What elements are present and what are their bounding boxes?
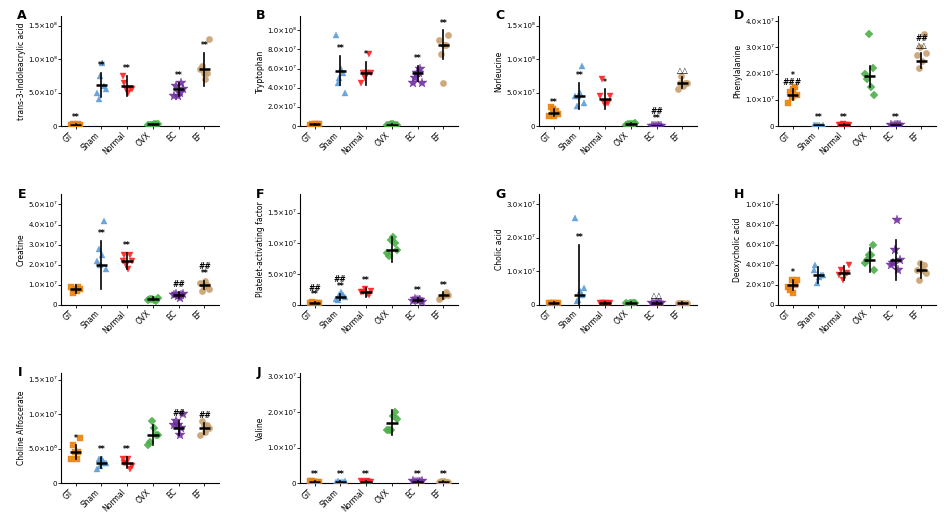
Text: *: * xyxy=(790,268,794,277)
Y-axis label: Platelet-activating factor: Platelet-activating factor xyxy=(255,202,264,297)
Text: ###: ### xyxy=(783,78,801,87)
Text: **: ** xyxy=(439,19,447,28)
Text: **: ** xyxy=(891,113,899,122)
Text: **: ** xyxy=(336,470,344,478)
Text: **: ** xyxy=(336,45,344,54)
Text: **: ** xyxy=(123,446,131,455)
Y-axis label: Tryptophan: Tryptophan xyxy=(255,49,264,92)
Text: F: F xyxy=(256,188,264,201)
Y-axis label: trans-3-Indoleacrylic acid: trans-3-Indoleacrylic acid xyxy=(17,22,25,120)
Text: **: ** xyxy=(652,114,660,123)
Y-axis label: Phenylalanine: Phenylalanine xyxy=(733,44,742,98)
Text: C: C xyxy=(495,10,504,22)
Text: I: I xyxy=(17,366,22,379)
Y-axis label: Choline Alfoscerate: Choline Alfoscerate xyxy=(17,391,25,465)
Text: **: ** xyxy=(97,229,105,238)
Text: **: ** xyxy=(123,64,131,73)
Text: **: ** xyxy=(72,113,79,122)
Text: **: ** xyxy=(362,276,370,285)
Text: **: ** xyxy=(413,470,421,478)
Text: **: ** xyxy=(200,269,208,278)
Text: **: ** xyxy=(336,282,344,291)
Text: E: E xyxy=(17,188,25,201)
Text: **: ** xyxy=(439,281,447,290)
Y-axis label: Norleucine: Norleucine xyxy=(494,50,503,92)
Text: **: ** xyxy=(814,113,821,122)
Y-axis label: Cholic acid: Cholic acid xyxy=(494,229,503,270)
Text: J: J xyxy=(256,366,261,379)
Text: G: G xyxy=(495,188,505,201)
Y-axis label: Deoxycholic acid: Deoxycholic acid xyxy=(733,217,742,282)
Text: △△: △△ xyxy=(650,290,662,299)
Text: ##: ## xyxy=(172,280,185,289)
Text: ##: ## xyxy=(172,409,185,418)
Y-axis label: Creatine: Creatine xyxy=(17,233,25,266)
Text: A: A xyxy=(17,10,27,22)
Text: ##: ## xyxy=(308,284,321,293)
Text: *: * xyxy=(790,71,794,80)
Text: *: * xyxy=(602,78,606,87)
Text: **: ** xyxy=(123,241,131,250)
Text: *: * xyxy=(363,50,367,59)
Y-axis label: Valine: Valine xyxy=(255,416,264,440)
Text: **: ** xyxy=(97,446,105,455)
Text: **: ** xyxy=(575,233,582,242)
Text: **: ** xyxy=(97,61,105,70)
Text: **: ** xyxy=(362,470,370,478)
Text: **: ** xyxy=(549,98,557,107)
Text: △△: △△ xyxy=(676,66,687,75)
Text: **: ** xyxy=(413,286,421,295)
Text: B: B xyxy=(256,10,265,22)
Text: ##: ## xyxy=(649,107,663,116)
Text: D: D xyxy=(733,10,744,22)
Text: ##: ## xyxy=(198,411,211,420)
Text: **: ** xyxy=(311,470,318,478)
Text: ##: ## xyxy=(198,262,211,271)
Text: **: ** xyxy=(413,54,421,63)
Text: **: ** xyxy=(839,113,847,122)
Text: **: ** xyxy=(200,41,208,50)
Text: ##: ## xyxy=(333,275,346,284)
Text: **: ** xyxy=(311,290,318,299)
Text: *: * xyxy=(74,434,77,442)
Text: H: H xyxy=(733,188,744,201)
Text: **: ** xyxy=(439,470,447,478)
Text: △△: △△ xyxy=(915,41,926,50)
Text: ##: ## xyxy=(914,35,927,44)
Text: **: ** xyxy=(575,71,582,80)
Text: **: ** xyxy=(175,71,182,80)
